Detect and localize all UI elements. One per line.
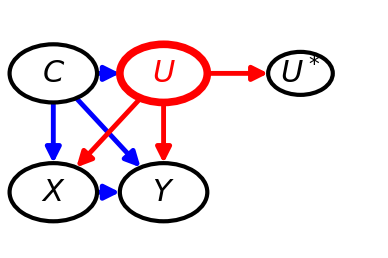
Circle shape — [10, 44, 97, 102]
Text: $\mathit{Y}$: $\mathit{Y}$ — [152, 178, 175, 207]
Text: $\mathit{X}$: $\mathit{X}$ — [41, 178, 66, 207]
Circle shape — [10, 163, 97, 221]
Text: $\mathit{U}$: $\mathit{U}$ — [152, 59, 175, 88]
Circle shape — [120, 163, 207, 221]
Circle shape — [120, 44, 207, 102]
Text: $\mathit{U}^*$: $\mathit{U}^*$ — [280, 57, 321, 90]
Circle shape — [268, 52, 333, 95]
Text: $\mathit{C}$: $\mathit{C}$ — [42, 59, 65, 88]
